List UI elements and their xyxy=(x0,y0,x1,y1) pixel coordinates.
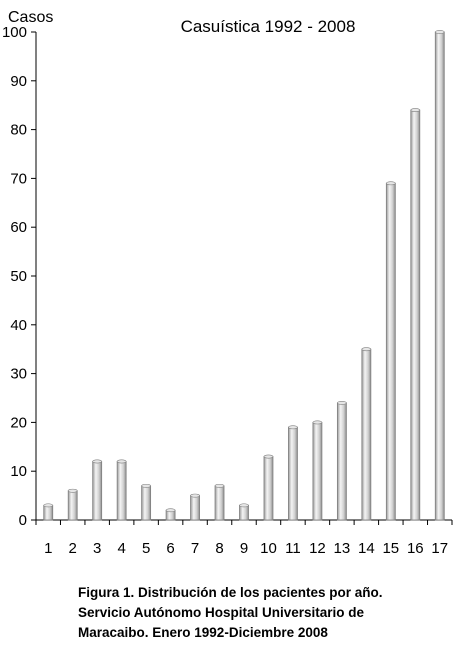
x-tick-label: 17 xyxy=(431,540,448,557)
x-tick-label: 11 xyxy=(285,540,301,557)
y-tick-label: 20 xyxy=(10,414,27,431)
x-tick-label: 10 xyxy=(260,540,277,557)
y-tick-label: 70 xyxy=(10,170,27,187)
bar-top-10 xyxy=(263,454,274,459)
bar-1 xyxy=(43,504,54,521)
bar-15 xyxy=(385,182,396,521)
bar-top-6 xyxy=(165,508,176,513)
bar-chart: Casos Casuística 1992 - 2008 1 2 3 4 5 6 7 8 9 10… xyxy=(2,9,453,557)
y-tick-label: 90 xyxy=(10,73,27,90)
y-tick-label: 100 xyxy=(2,24,27,41)
bar-4 xyxy=(116,461,127,521)
y-tick-label: 60 xyxy=(10,219,27,236)
bar-top-1 xyxy=(43,503,54,508)
bar-2 xyxy=(67,490,78,521)
y-axis-label: Casos xyxy=(8,9,53,26)
y-tick-label: 10 xyxy=(10,463,27,480)
bar-12 xyxy=(312,421,323,521)
caption-line-3: Maracaibo. Enero 1992-Diciembre 2008 xyxy=(78,625,328,640)
bar-7 xyxy=(190,495,200,521)
x-tick-label: 5 xyxy=(142,540,150,557)
x-tick-label: 3 xyxy=(93,540,101,557)
bars xyxy=(43,30,445,521)
bar-17 xyxy=(434,31,445,521)
x-tick-label: 16 xyxy=(407,540,424,557)
bar-top-7 xyxy=(190,493,200,498)
x-tick-labels: 1 2 3 4 5 6 7 8 9 10 11 12 13 14 15 16 17 xyxy=(44,540,448,557)
caption-line-1: Figura 1. Distribución de los pacientes … xyxy=(78,585,383,600)
x-tick-label: 4 xyxy=(117,540,125,557)
bar-16 xyxy=(410,109,421,521)
x-tick-label: 1 xyxy=(44,540,52,557)
bar-top-5 xyxy=(141,483,151,488)
bar-top-15 xyxy=(386,181,396,186)
y-tick-label: 50 xyxy=(10,268,27,285)
figure-caption: Figura 1. Distribución de los pacientes … xyxy=(78,583,438,643)
x-tick-label: 9 xyxy=(240,540,248,557)
bar-top-12 xyxy=(312,420,323,425)
x-tick-label: 6 xyxy=(166,540,174,557)
x-tick-label: 13 xyxy=(334,540,351,557)
bar-top-17 xyxy=(434,30,445,34)
x-tick-label: 12 xyxy=(309,540,326,557)
x-tick-label: 15 xyxy=(382,540,399,557)
bar-11 xyxy=(288,426,298,521)
chart-title: Casuística 1992 - 2008 xyxy=(181,17,356,36)
bar-5 xyxy=(141,485,152,521)
bar-8 xyxy=(214,485,225,521)
x-tick-label: 8 xyxy=(215,540,223,557)
x-tick-label: 7 xyxy=(191,540,199,557)
bar-3 xyxy=(92,461,103,521)
bar-top-14 xyxy=(361,347,372,352)
x-tick-label: 14 xyxy=(358,540,375,557)
bar-top-2 xyxy=(67,488,78,493)
bar-top-4 xyxy=(116,459,127,464)
bar-13 xyxy=(336,402,347,521)
y-tick-label: 80 xyxy=(10,122,27,139)
y-tick-label: 30 xyxy=(10,366,27,383)
bar-9 xyxy=(239,504,249,521)
y-tick-label: 40 xyxy=(10,317,27,334)
bar-10 xyxy=(263,456,274,521)
bar-top-16 xyxy=(410,108,421,112)
x-tick-label: 2 xyxy=(69,540,77,557)
bar-top-9 xyxy=(239,503,249,508)
caption-line-2: Servicio Autónomo Hospital Universitario… xyxy=(78,605,365,620)
bar-top-3 xyxy=(92,459,102,464)
bar-top-8 xyxy=(214,483,225,488)
bar-14 xyxy=(361,348,372,521)
bar-top-11 xyxy=(288,425,298,430)
bar-top-13 xyxy=(337,400,347,405)
y-tick-label: 0 xyxy=(19,512,27,529)
y-tick-labels: 0 10 20 30 40 50 60 70 80 90 100 xyxy=(2,24,27,529)
